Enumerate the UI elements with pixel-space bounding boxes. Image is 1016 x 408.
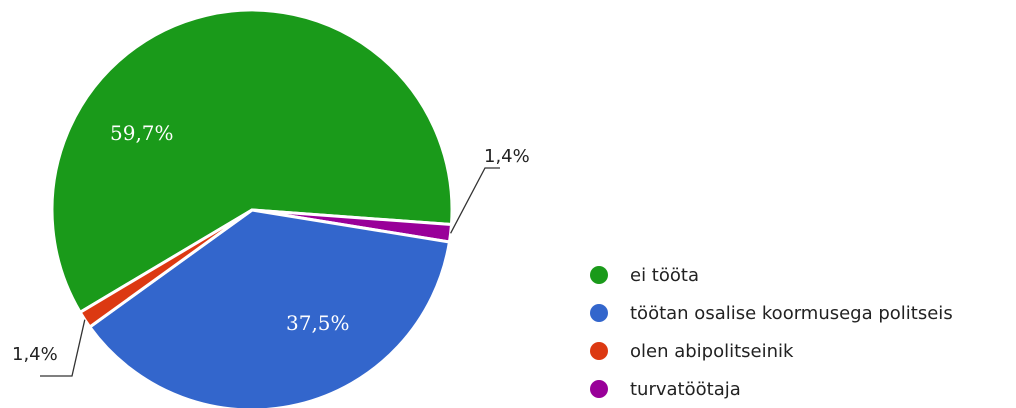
legend-label: turvatöötaja bbox=[630, 379, 741, 400]
slice-label-0: 59,7% bbox=[110, 121, 174, 145]
chart-legend: ei tööta töötan osalise koormusega polit… bbox=[590, 256, 953, 408]
legend-marker bbox=[590, 342, 608, 360]
slice-label-2: 1,4% bbox=[12, 344, 58, 365]
slice-label-3: 1,4% bbox=[484, 146, 530, 167]
legend-label: töötan osalise koormusega politseis bbox=[630, 303, 953, 324]
legend-label: olen abipolitseinik bbox=[630, 341, 793, 362]
legend-marker bbox=[590, 380, 608, 398]
legend-item-ei-toota[interactable]: ei tööta bbox=[590, 256, 953, 294]
legend-item-abipolitseinik[interactable]: olen abipolitseinik bbox=[590, 332, 953, 370]
callout-line-3 bbox=[451, 168, 500, 233]
legend-marker bbox=[590, 304, 608, 322]
legend-marker bbox=[590, 266, 608, 284]
legend-item-osalise-koormusega[interactable]: töötan osalise koormusega politseis bbox=[590, 294, 953, 332]
legend-label: ei tööta bbox=[630, 265, 699, 286]
legend-item-turvatootaja[interactable]: turvatöötaja bbox=[590, 370, 953, 408]
slice-label-1: 37,5% bbox=[286, 311, 350, 335]
